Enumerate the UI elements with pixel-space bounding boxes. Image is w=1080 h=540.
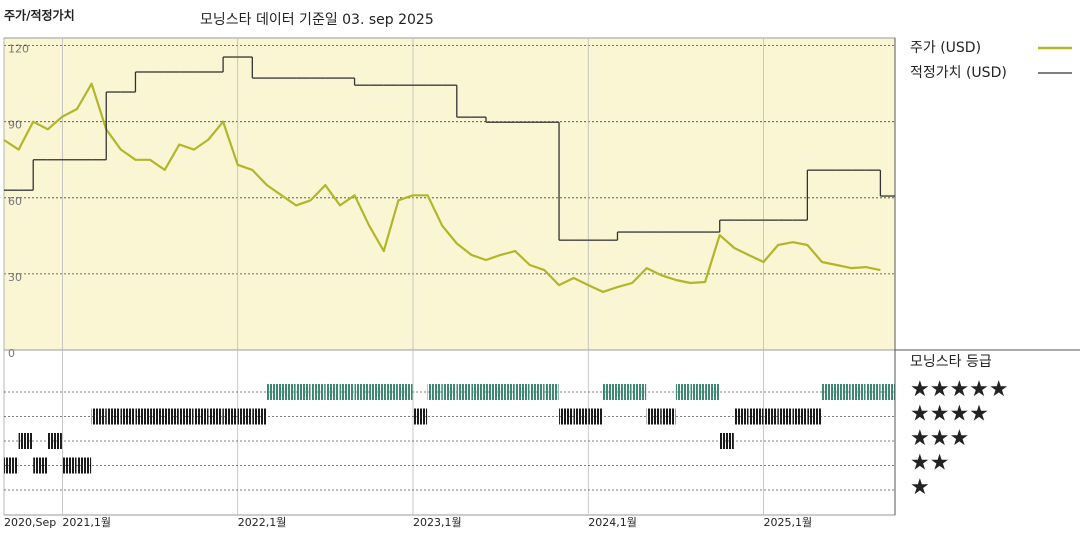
rating-bar <box>135 408 150 425</box>
rating-bar <box>193 408 208 425</box>
rating-area <box>3 349 896 516</box>
x-tick-label: 2022,1월 <box>238 516 287 529</box>
rating-bar <box>120 408 135 425</box>
rating-bar <box>486 384 501 400</box>
rating-bar <box>690 384 705 400</box>
rating-bar <box>237 408 252 425</box>
rating-bar <box>325 384 340 400</box>
rating-bar <box>339 384 355 400</box>
rating-bar <box>544 384 559 400</box>
rating-bar <box>646 408 661 425</box>
fair-value-line <box>4 56 895 241</box>
rating-level-label: ★★ <box>910 451 949 476</box>
y-tick-label: 120 <box>8 43 29 56</box>
price-area <box>3 37 896 351</box>
rating-level-label: ★★★★ <box>910 402 989 427</box>
y-tick-label: 60 <box>8 195 22 208</box>
rating-level-label: ★★★★★ <box>910 377 1009 402</box>
rating-bar <box>266 384 282 400</box>
rating-bar <box>471 384 486 400</box>
rating-bar <box>792 408 807 425</box>
rating-bar <box>617 384 632 400</box>
y-tick-label: 90 <box>8 119 22 132</box>
rating-bar <box>208 408 223 425</box>
rating-bar <box>33 457 48 474</box>
rating-bar <box>865 384 880 400</box>
rating-bar <box>778 408 793 425</box>
rating-bar <box>529 384 544 400</box>
x-tick-label: 2021,1월 <box>62 516 111 529</box>
rating-bar <box>719 433 734 449</box>
rating-bar <box>442 384 457 400</box>
rating-bar <box>705 384 720 400</box>
rating-bar <box>412 408 428 425</box>
rating-bar <box>515 384 530 400</box>
rating-bar <box>836 384 851 400</box>
y-tick-label: 30 <box>8 271 22 284</box>
rating-bar <box>354 384 369 400</box>
x-tick-label: 2023,1월 <box>413 516 462 529</box>
rating-bar <box>281 384 296 400</box>
rating-bar <box>4 457 19 474</box>
rating-bar <box>252 408 267 425</box>
rating-bar <box>748 408 764 425</box>
rating-level-label: ★★★ <box>910 426 969 451</box>
chart-title: 모닝스타 데이터 기준일 03. sep 2025 <box>200 12 434 28</box>
rating-bar <box>106 408 121 425</box>
rating-bar <box>47 433 62 449</box>
rating-bar <box>77 457 92 474</box>
rating-bar <box>632 384 647 400</box>
rating-bar <box>62 457 77 474</box>
rating-bar <box>150 408 165 425</box>
rating-bar <box>223 408 238 425</box>
legend-label: 적정가치 (USD) <box>910 65 1007 81</box>
rating-bar <box>91 408 106 425</box>
rating-bar <box>807 408 822 425</box>
rating-bar <box>164 408 179 425</box>
rating-bar <box>310 384 325 400</box>
rating-bar <box>369 384 384 400</box>
heading: 주가/적정가치 <box>4 8 75 23</box>
rating-bar <box>851 384 866 400</box>
rating-bar <box>398 384 413 400</box>
rating-bar <box>559 408 574 425</box>
rating-level-label: ★ <box>910 475 930 500</box>
legend-label: 주가 (USD) <box>910 40 981 56</box>
rating-bar <box>573 408 588 425</box>
rating-bar <box>383 384 398 400</box>
rating-bar <box>179 408 194 425</box>
rating-bar <box>880 384 895 400</box>
rating-bar <box>675 384 691 400</box>
y-tick-label: 0 <box>8 347 15 360</box>
rating-bar <box>763 408 778 425</box>
rating-bar <box>821 384 837 400</box>
rating-bar <box>588 408 603 425</box>
rating-title: 모닝스타 등급 <box>910 354 992 370</box>
rating-bar <box>18 433 33 449</box>
rating-bar <box>734 408 749 425</box>
x-tick-label: 2025,1월 <box>764 516 813 529</box>
x-tick-label: 2020,Sep <box>4 516 56 529</box>
rating-bar <box>500 384 515 400</box>
x-tick-label: 2024,1월 <box>588 516 637 529</box>
rating-bar <box>427 384 442 400</box>
price-line <box>3 82 881 293</box>
rating-bar <box>602 384 617 400</box>
rating-bar <box>296 384 311 400</box>
rating-bar <box>661 408 676 425</box>
rating-bar <box>456 384 471 400</box>
